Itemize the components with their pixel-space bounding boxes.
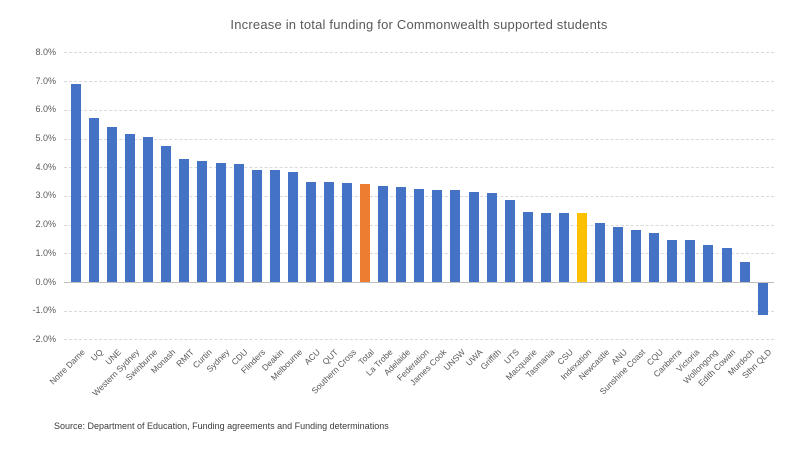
- bar: [396, 187, 407, 282]
- bar: [540, 213, 551, 282]
- bar: [757, 283, 768, 315]
- y-axis-label: 6.0%: [35, 104, 56, 115]
- y-axis-label: 1.0%: [35, 247, 56, 258]
- bar: [360, 184, 371, 282]
- bar: [251, 170, 262, 282]
- bar: [107, 127, 118, 282]
- bar: [486, 193, 497, 282]
- bar: [287, 171, 298, 282]
- y-axis-label: 2.0%: [35, 219, 56, 230]
- gridline: [64, 339, 774, 341]
- y-axis-label: 7.0%: [35, 75, 56, 86]
- source-note: Source: Department of Education, Funding…: [54, 421, 389, 431]
- bar: [649, 233, 660, 282]
- bar: [215, 162, 226, 282]
- bar: [197, 161, 208, 282]
- bar: [468, 191, 479, 282]
- y-axis-label: -1.0%: [32, 305, 56, 316]
- bar: [378, 185, 389, 282]
- y-axis-label: 8.0%: [35, 46, 56, 57]
- gridline: [64, 310, 774, 312]
- y-axis-label: -2.0%: [32, 333, 56, 344]
- bar: [721, 247, 732, 282]
- bar: [450, 190, 461, 282]
- bar: [685, 240, 696, 282]
- bar: [233, 164, 244, 282]
- bar: [71, 83, 81, 282]
- bar: [522, 211, 533, 282]
- x-axis-label: UQ: [89, 347, 106, 364]
- bar: [703, 244, 714, 282]
- bar: [342, 182, 353, 282]
- bar: [305, 181, 316, 282]
- bar: [161, 145, 172, 282]
- x-axis-label: Notre Dame: [47, 347, 88, 387]
- gridline: [64, 167, 774, 169]
- bar: [323, 181, 334, 282]
- y-axis-label: 3.0%: [35, 190, 56, 201]
- bar: [576, 213, 587, 282]
- bar: [269, 170, 280, 282]
- y-axis-label: 0.0%: [35, 276, 56, 287]
- bar: [414, 188, 425, 282]
- bar: [613, 227, 624, 282]
- bar: [667, 240, 678, 282]
- bar: [125, 134, 136, 282]
- x-axis-line: [64, 282, 774, 283]
- bar: [558, 213, 569, 282]
- bar: [143, 137, 154, 282]
- gridline: [64, 81, 774, 83]
- chart-title: Increase in total funding for Commonweal…: [230, 17, 608, 32]
- bar: [89, 118, 100, 282]
- bar: [631, 230, 642, 282]
- gridline: [64, 52, 774, 54]
- gridline: [64, 109, 774, 111]
- gridline: [64, 138, 774, 140]
- x-axis-label: ACU: [302, 347, 322, 367]
- bar: [179, 158, 190, 282]
- bar: [739, 261, 750, 282]
- y-axis-label: 4.0%: [35, 161, 56, 172]
- bar: [504, 200, 515, 282]
- bar: [432, 190, 443, 282]
- y-axis-label: 5.0%: [35, 133, 56, 143]
- bar: [595, 223, 606, 282]
